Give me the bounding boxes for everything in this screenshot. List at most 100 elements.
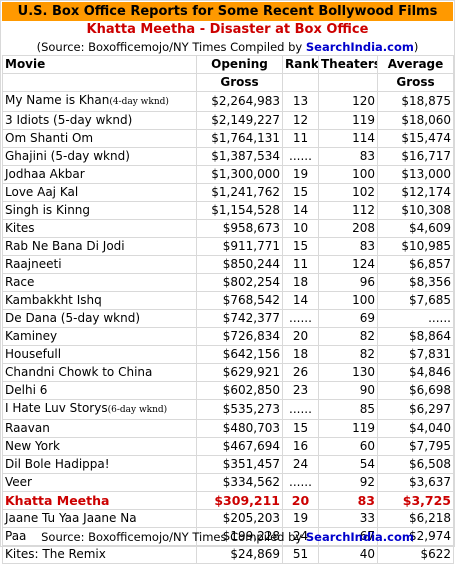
movie-cell: Khatta Meetha — [2, 491, 197, 510]
source-brand-link[interactable]: SearchIndia.com — [305, 40, 414, 54]
movie-title: Kambakkht Ishq — [5, 293, 102, 307]
movie-cell: Chandni Chowk to China — [2, 363, 197, 382]
movie-cell: Housefull — [2, 345, 197, 364]
rank-cell: ...... — [282, 399, 319, 420]
col-rank-header-blank — [282, 73, 319, 92]
movie-cell: Kites: The Remix — [2, 545, 197, 564]
table-row: 3 Idiots (5-day wknd) $2,149,227 12 119 $18,… — [2, 111, 454, 130]
movie-cell: De Dana (5-day wknd) — [2, 309, 197, 328]
table-row: Raavan $480,703 15 119 $4,040 — [2, 419, 454, 438]
box-office-table: Movie Opening Rank Theaters Average Gros… — [2, 55, 454, 564]
movie-title: Jaane Tu Yaa Jaane Na — [5, 511, 137, 525]
average-gross-cell: $13,000 — [377, 165, 454, 184]
movie-cell: Raavan — [2, 419, 197, 438]
header-row: Movie Opening Rank Theaters Average — [2, 55, 454, 74]
source-prefix: (Source: Boxofficemojo/NY Times Compiled… — [36, 40, 306, 54]
footer-line: Source: Boxofficemojo/NY Times Compiled … — [2, 529, 453, 545]
average-gross-cell: $10,985 — [377, 237, 454, 256]
col-average-gross-label: Gross — [377, 73, 454, 92]
rank-cell: 14 — [282, 201, 319, 220]
opening-gross-cell: $768,542 — [196, 291, 283, 310]
movie-cell: Jodhaa Akbar — [2, 165, 197, 184]
theaters-cell: 92 — [318, 473, 378, 492]
rank-cell: 10 — [282, 219, 319, 238]
rank-cell: 24 — [282, 455, 319, 474]
opening-gross-cell: $629,921 — [196, 363, 283, 382]
average-gross-cell: $7,685 — [377, 291, 454, 310]
average-gross-cell: $16,717 — [377, 147, 454, 166]
average-gross-cell: $8,356 — [377, 273, 454, 292]
theaters-cell: 124 — [318, 255, 378, 274]
rank-cell: 14 — [282, 291, 319, 310]
table-row: Singh is Kinng $1,154,528 14 112 $10,308 — [2, 201, 454, 220]
rank-cell: 15 — [282, 237, 319, 256]
movie-title: Veer — [5, 475, 32, 489]
report-subtitle: Khatta Meetha - Disaster at Box Office — [86, 22, 369, 37]
source-suffix: ) — [413, 40, 419, 54]
movie-title: Paa — [5, 529, 27, 543]
movie-cell: Dil Bole Hadippa! — [2, 455, 197, 474]
theaters-cell: 120 — [318, 91, 378, 112]
opening-gross-cell: $480,703 — [196, 419, 283, 438]
opening-gross-cell: $742,377 — [196, 309, 283, 328]
col-theaters-header-blank — [318, 73, 378, 92]
movie-cell: Singh is Kinng — [2, 201, 197, 220]
movie-cell: Rab Ne Bana Di Jodi — [2, 237, 197, 256]
col-rank-header: Rank — [282, 55, 319, 74]
table-row: Ghajini (5-day wknd) $1,387,534...... 83 $1… — [2, 147, 454, 166]
table-row: Raajneeti $850,244 11 124 $6,857 — [2, 255, 454, 274]
table-row: Kites $958,673 10 208 $4,609 — [2, 219, 454, 238]
average-gross-cell: $4,609 — [377, 219, 454, 238]
rank-cell: 19 — [282, 165, 319, 184]
opening-gross-cell: $726,834 — [196, 327, 283, 346]
average-gross-cell: $6,857 — [377, 255, 454, 274]
rank-cell: ...... — [282, 473, 319, 492]
opening-gross-cell: $2,264,983 — [196, 91, 283, 112]
opening-gross-cell: $535,273 — [196, 399, 283, 420]
rank-cell: 23 — [282, 381, 319, 400]
rank-cell: 19 — [282, 509, 319, 528]
theaters-cell: 119 — [318, 111, 378, 130]
average-gross-cell: $6,297 — [377, 399, 454, 420]
opening-gross-cell: $1,300,000 — [196, 165, 283, 184]
theaters-cell: 130 — [318, 363, 378, 382]
movie-cell: Kaminey — [2, 327, 197, 346]
movie-title: Khatta Meetha — [5, 493, 110, 508]
theaters-cell: 208 — [318, 219, 378, 238]
rank-cell: 18 — [282, 345, 319, 364]
table-row: Kaminey $726,834 20 82 $8,864 — [2, 327, 454, 346]
opening-gross-cell: $1,764,131 — [196, 129, 283, 148]
movie-note: (6-day wknd) — [107, 405, 168, 415]
table-row: Veer $334,562...... 92 $3,637 — [2, 473, 454, 492]
col-movie-header: Movie — [2, 55, 197, 74]
movie-cell: Love Aaj Kal — [2, 183, 197, 202]
opening-gross-cell: $205,203 — [196, 509, 283, 528]
average-gross-cell: $622 — [377, 545, 454, 564]
average-gross-cell: ...... — [377, 309, 454, 328]
opening-gross-cell: $1,154,528 — [196, 201, 283, 220]
average-gross-cell: $8,864 — [377, 327, 454, 346]
movie-title: Kites: The Remix — [5, 547, 106, 561]
opening-gross-cell: $602,850 — [196, 381, 283, 400]
theaters-cell: 112 — [318, 201, 378, 220]
col-movie-header-blank — [2, 73, 197, 92]
average-gross-cell: $7,795 — [377, 437, 454, 456]
opening-gross-cell: $309,211 — [196, 491, 283, 510]
average-gross-cell: $10,308 — [377, 201, 454, 220]
theaters-cell: 83 — [318, 147, 378, 166]
movie-title: Housefull — [5, 347, 62, 361]
table-row: New York $467,694 16 60 $7,795 — [2, 437, 454, 456]
theaters-cell: 114 — [318, 129, 378, 148]
movie-cell: I Hate Luv Storys(6-day wknd) — [2, 399, 197, 420]
movie-cell: Om Shanti Om — [2, 129, 197, 148]
movie-title: Kites — [5, 221, 35, 235]
footer-brand-link[interactable]: SearchIndia.com — [305, 530, 414, 544]
theaters-cell: 82 — [318, 345, 378, 364]
movie-cell: New York — [2, 437, 197, 456]
table-row: Jaane Tu Yaa Jaane Na $205,203 19 33 $6,218 — [2, 509, 454, 528]
movie-title: Singh is Kinng — [5, 203, 91, 217]
opening-gross-cell: $850,244 — [196, 255, 283, 274]
average-gross-cell: $6,218 — [377, 509, 454, 528]
movie-title: De Dana (5-day wknd) — [5, 311, 141, 325]
